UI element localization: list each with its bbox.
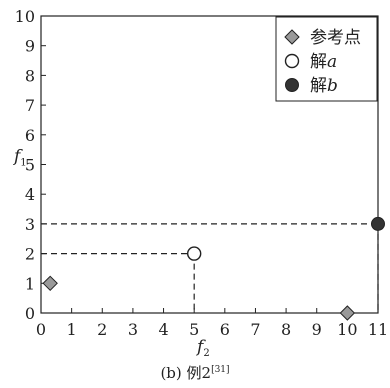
legend-label: 解b xyxy=(310,76,338,96)
x-tick-label: 9 xyxy=(312,320,322,339)
x-tick-label: 6 xyxy=(220,320,230,339)
figure-caption: (b) 例2[31] xyxy=(0,362,390,383)
legend-label: 参考点 xyxy=(310,28,361,48)
y-tick-label: 6 xyxy=(25,126,35,145)
y-tick-label: 4 xyxy=(25,185,35,204)
legend-marker xyxy=(284,29,300,45)
y-tick-label: 8 xyxy=(25,66,35,85)
data-point-series-1 xyxy=(42,275,58,292)
y-tick-label: 1 xyxy=(25,274,35,293)
x-tick-label: 11 xyxy=(368,320,388,339)
legend-label: 解a xyxy=(310,52,337,72)
caption-reference: [31] xyxy=(211,365,230,375)
y-tick-label: 7 xyxy=(25,96,35,115)
x-tick-label: 10 xyxy=(337,320,357,339)
x-axis-label: f2 xyxy=(195,337,210,359)
y-axis-label: f1 xyxy=(12,147,27,169)
x-tick-label: 0 xyxy=(36,320,46,339)
y-tick-label: 3 xyxy=(25,215,35,234)
data-point-series-3 xyxy=(371,216,385,231)
y-tick-label: 10 xyxy=(15,7,35,26)
x-tick-label: 2 xyxy=(97,320,107,339)
data-point-series-1 xyxy=(339,305,356,321)
x-tick-label: 3 xyxy=(128,320,138,339)
y-tick-label: 2 xyxy=(25,245,35,264)
legend-marker xyxy=(284,53,300,69)
y-tick-label: 5 xyxy=(25,156,35,175)
legend-marker xyxy=(285,78,299,92)
x-tick-label: 4 xyxy=(158,320,168,339)
caption-text: (b) 例2 xyxy=(160,364,212,382)
y-tick-label: 0 xyxy=(25,304,35,323)
y-tick-label: 9 xyxy=(25,37,35,56)
x-tick-label: 5 xyxy=(189,320,199,339)
x-tick-label: 8 xyxy=(281,320,291,339)
x-tick-label: 7 xyxy=(250,320,260,339)
x-tick-label: 1 xyxy=(67,320,77,339)
data-point-series-2 xyxy=(186,246,202,261)
